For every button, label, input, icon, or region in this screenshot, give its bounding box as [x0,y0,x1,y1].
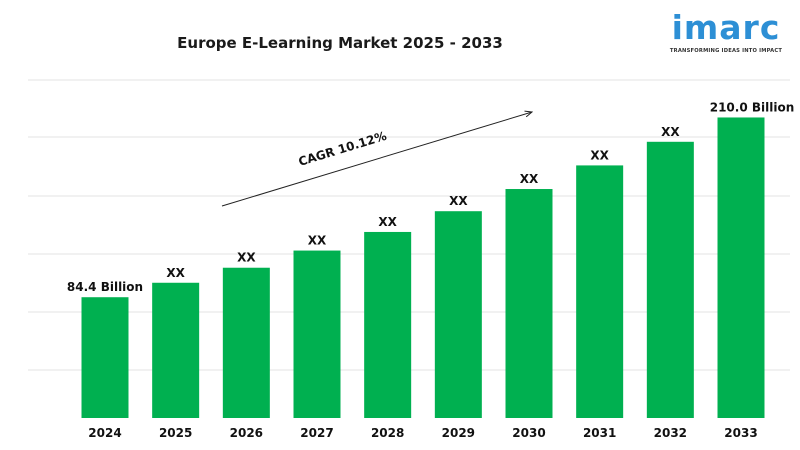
bar-2030 [505,189,553,418]
imarc-logo: imarc TRANSFORMING IDEAS INTO IMPACT [662,8,790,64]
bar-2029 [434,211,482,418]
bar-2024 [81,297,129,418]
x-tick-2029: 2029 [442,426,475,440]
bar-2032 [646,141,694,418]
bar-2027 [293,250,341,418]
x-tick-2026: 2026 [230,426,263,440]
x-tick-2031: 2031 [583,426,616,440]
data-label-2032: XX [661,125,680,139]
data-label-2024: 84.4 Billion [67,280,143,294]
data-label-2030: XX [520,172,539,186]
logo-brand: imarc [671,8,781,47]
logo-tagline: TRANSFORMING IDEAS INTO IMPACT [669,48,783,54]
data-labels: 84.4 Billion XX XX XX XX XX XX XX XX 210.0 Billio… [67,100,794,294]
bars [81,117,765,418]
bar-2026 [222,267,270,418]
bar-2031 [576,165,624,418]
cagr-label: CAGR 10.12% [297,129,388,169]
bar-2033 [717,117,765,418]
bar-2028 [364,231,412,418]
x-tick-2033: 2033 [724,426,757,440]
x-tick-2027: 2027 [300,426,333,440]
cagr-annotation: CAGR 10.12% [221,112,532,207]
x-tick-labels: 2024 2025 2026 2027 2028 2029 2030 2031 2032 2033 [88,426,757,440]
cagr-arrow [221,112,532,207]
x-tick-2025: 2025 [159,426,192,440]
data-label-2026: XX [237,251,256,265]
bar-2025 [152,282,200,418]
data-label-2027: XX [308,234,327,248]
data-label-2031: XX [590,148,609,162]
data-label-2029: XX [449,194,468,208]
x-tick-2028: 2028 [371,426,404,440]
chart-title: Europe E-Learning Market 2025 - 2033 [177,34,503,52]
x-tick-2024: 2024 [88,426,121,440]
data-label-2033: 210.0 Billion [710,100,795,114]
data-label-2028: XX [378,215,397,229]
x-tick-2030: 2030 [512,426,545,440]
x-tick-2032: 2032 [654,426,687,440]
data-label-2025: XX [166,266,185,280]
